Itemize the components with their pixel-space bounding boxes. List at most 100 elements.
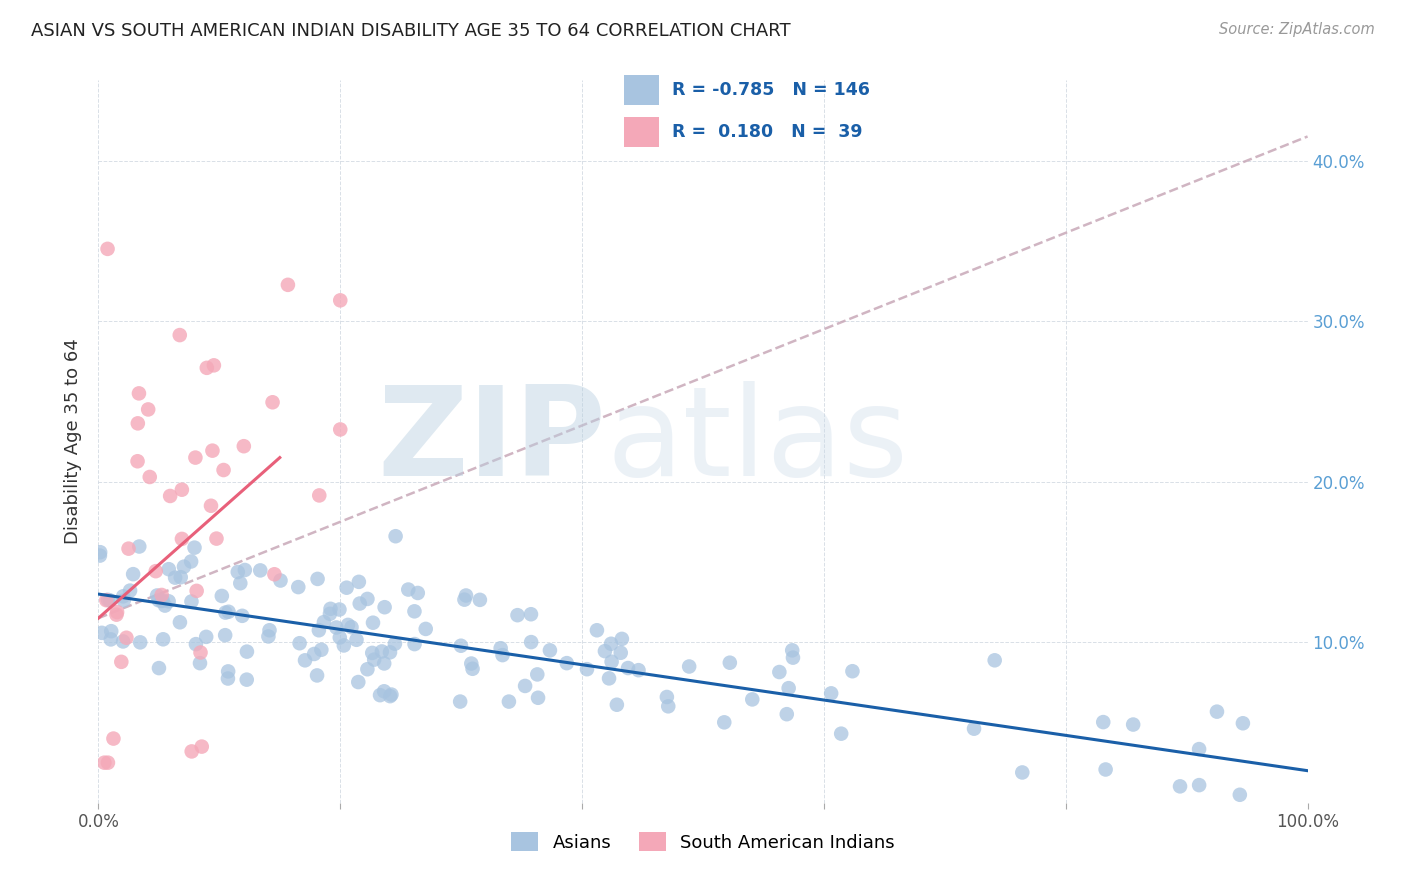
Point bbox=[148, 593, 170, 607]
Point bbox=[396, 582, 419, 597]
Point bbox=[468, 592, 491, 607]
Point bbox=[263, 567, 285, 582]
Point bbox=[1122, 717, 1144, 731]
Point bbox=[1011, 765, 1033, 780]
Point bbox=[259, 624, 281, 638]
Point bbox=[205, 532, 228, 546]
Point bbox=[489, 641, 512, 656]
Point bbox=[214, 628, 236, 642]
Point bbox=[780, 643, 803, 657]
Point bbox=[90, 625, 112, 640]
Point bbox=[1188, 778, 1211, 792]
Point bbox=[627, 663, 650, 677]
Point bbox=[232, 439, 254, 453]
Point bbox=[249, 563, 271, 577]
Point bbox=[157, 562, 180, 576]
Point bbox=[150, 594, 173, 608]
Point bbox=[606, 698, 628, 712]
Point bbox=[180, 594, 202, 608]
Point bbox=[139, 470, 162, 484]
Point bbox=[404, 637, 426, 651]
Point bbox=[586, 624, 609, 638]
Point bbox=[963, 722, 986, 736]
Point bbox=[380, 688, 402, 702]
Point bbox=[89, 549, 111, 563]
Point bbox=[520, 635, 543, 649]
Point bbox=[105, 607, 128, 622]
Point bbox=[153, 599, 176, 613]
Point bbox=[329, 631, 352, 645]
Point bbox=[319, 607, 342, 621]
Point bbox=[513, 679, 536, 693]
Point bbox=[655, 690, 678, 704]
Point bbox=[1092, 715, 1115, 730]
Point bbox=[340, 620, 363, 634]
Point bbox=[152, 593, 174, 607]
Point bbox=[112, 593, 135, 607]
Point bbox=[127, 454, 149, 468]
Point bbox=[373, 657, 395, 671]
Bar bbox=[624, 75, 659, 104]
Point bbox=[112, 634, 135, 648]
Text: R = -0.785   N = 146: R = -0.785 N = 146 bbox=[672, 80, 869, 99]
Point bbox=[308, 624, 330, 638]
Point bbox=[188, 656, 211, 670]
Point bbox=[384, 637, 406, 651]
Point bbox=[506, 608, 529, 623]
Point bbox=[148, 661, 170, 675]
Point bbox=[97, 592, 120, 607]
Point bbox=[169, 328, 191, 343]
Point bbox=[1232, 716, 1254, 731]
Point bbox=[169, 615, 191, 630]
Bar bbox=[624, 117, 659, 147]
Point bbox=[538, 643, 561, 657]
Point bbox=[450, 639, 472, 653]
Point bbox=[1168, 780, 1191, 794]
Point bbox=[218, 605, 240, 619]
Point bbox=[170, 483, 193, 497]
Point bbox=[127, 417, 149, 431]
Point bbox=[378, 689, 401, 703]
Point bbox=[319, 602, 342, 616]
Point bbox=[378, 645, 401, 659]
Point bbox=[96, 242, 118, 256]
Point bbox=[277, 277, 299, 292]
Point bbox=[262, 395, 284, 409]
Point bbox=[1206, 705, 1229, 719]
Point bbox=[600, 637, 623, 651]
Point bbox=[336, 618, 359, 632]
Point bbox=[329, 422, 352, 436]
Point bbox=[598, 672, 620, 686]
Point bbox=[184, 637, 207, 651]
Point bbox=[373, 684, 395, 698]
Point bbox=[257, 629, 280, 643]
Point bbox=[713, 715, 735, 730]
Point bbox=[356, 591, 378, 606]
Point bbox=[307, 668, 329, 682]
Point bbox=[312, 615, 335, 629]
Point bbox=[117, 541, 139, 556]
Point bbox=[159, 489, 181, 503]
Point bbox=[191, 739, 214, 754]
Point bbox=[347, 574, 370, 589]
Point bbox=[201, 443, 224, 458]
Point bbox=[491, 648, 513, 662]
Point bbox=[128, 386, 150, 401]
Text: atlas: atlas bbox=[606, 381, 908, 502]
Point bbox=[217, 672, 239, 686]
Point bbox=[308, 488, 330, 502]
Point bbox=[112, 590, 135, 604]
Point bbox=[152, 632, 174, 647]
Text: ASIAN VS SOUTH AMERICAN INDIAN DISABILITY AGE 35 TO 64 CORRELATION CHART: ASIAN VS SOUTH AMERICAN INDIAN DISABILIT… bbox=[31, 22, 790, 40]
Point bbox=[183, 541, 205, 555]
Point bbox=[145, 564, 167, 578]
Point bbox=[1229, 788, 1251, 802]
Point bbox=[830, 727, 852, 741]
Point bbox=[782, 650, 804, 665]
Point bbox=[226, 565, 249, 579]
Point bbox=[453, 592, 475, 607]
Point bbox=[146, 589, 169, 603]
Point bbox=[415, 622, 437, 636]
Point bbox=[150, 588, 173, 602]
Point bbox=[768, 665, 790, 679]
